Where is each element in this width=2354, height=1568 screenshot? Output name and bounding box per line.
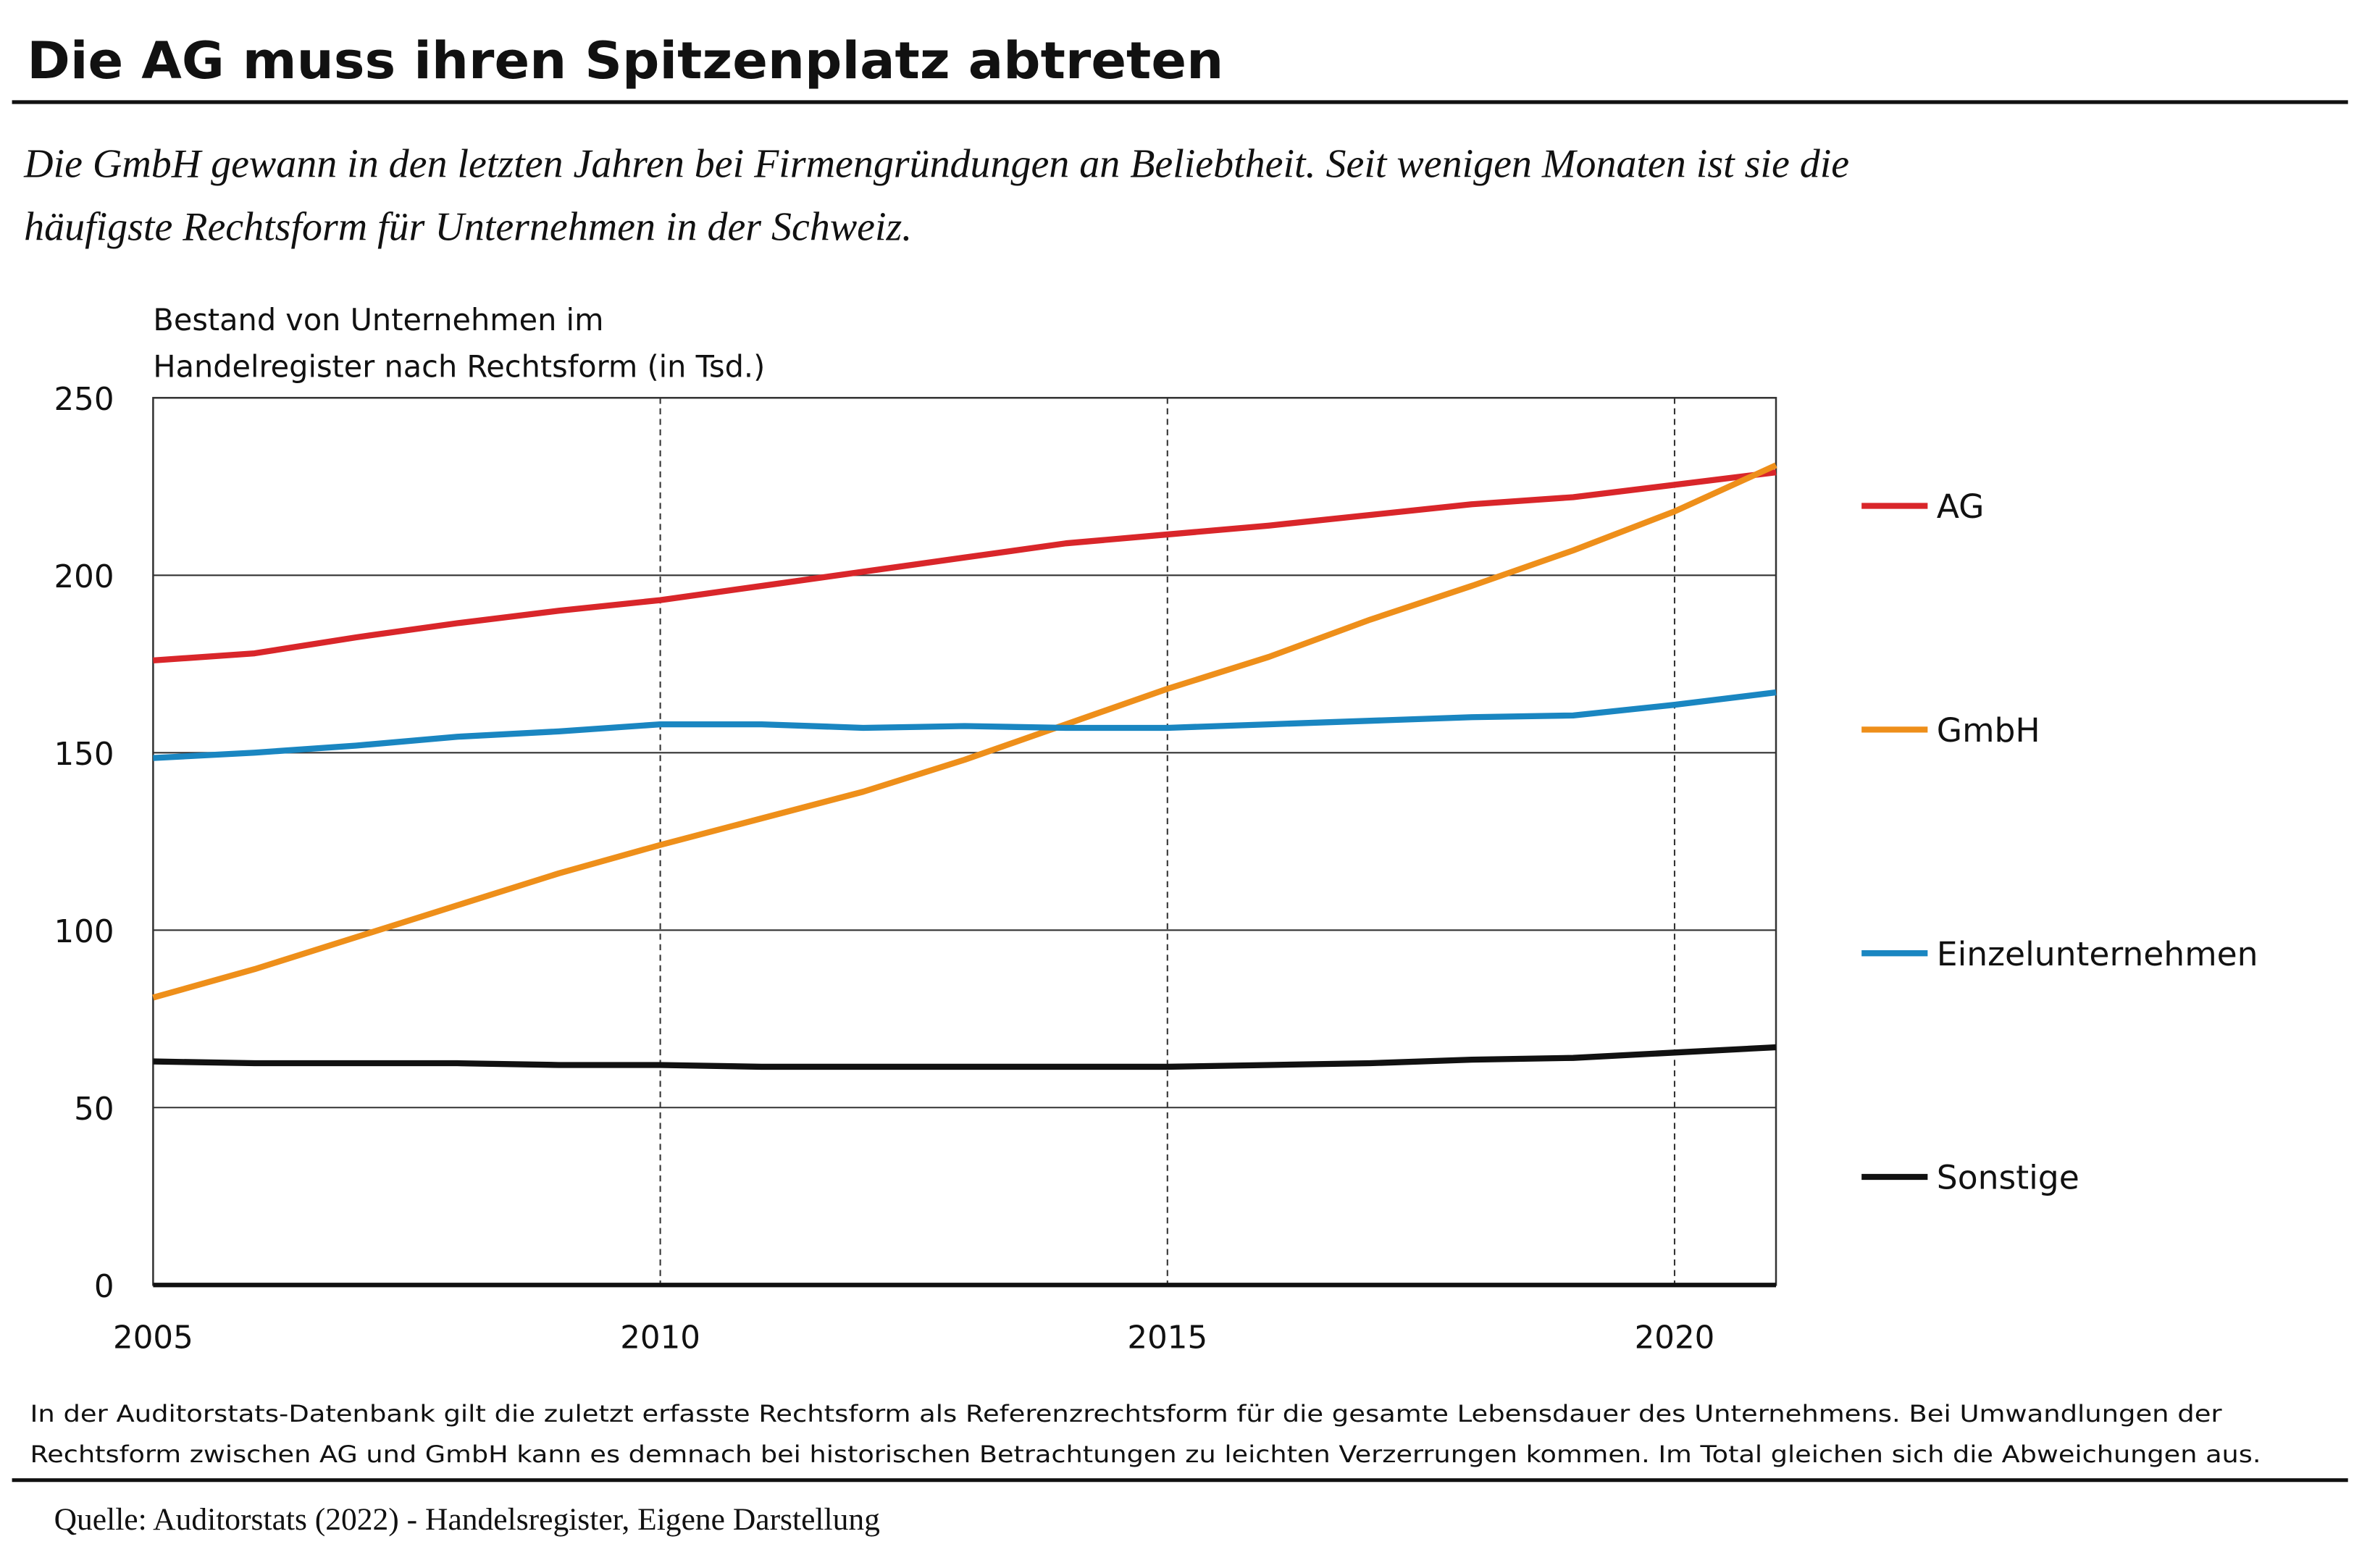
- legend-label: AG: [1937, 487, 1985, 526]
- plot-frame: [152, 397, 1777, 1286]
- series-line: [153, 469, 1777, 664]
- y-tick-label: 150: [54, 737, 114, 773]
- y-tick-label: 50: [74, 1091, 114, 1128]
- x-tick-label: 2010: [620, 1320, 700, 1356]
- subtitle: Die GmbH gewann in den letzten Jahren be…: [23, 142, 1849, 187]
- legend-label: Sonstige: [1937, 1159, 2079, 1197]
- note: In der Auditorstats-Datenbank gilt die z…: [30, 1400, 2222, 1427]
- y-tick-label: 200: [54, 559, 114, 595]
- series-line: [153, 1044, 1777, 1070]
- y-axis-label: Handelregister nach Rechtsform (in Tsd.): [153, 349, 765, 384]
- y-axis-label: Bestand von Unternehmen im: [153, 303, 603, 338]
- x-tick-label: 2005: [113, 1320, 193, 1356]
- y-tick-label: 100: [54, 914, 114, 950]
- subtitle: häufigste Rechtsform für Unternehmen in …: [24, 205, 912, 250]
- source: Quelle: Auditorstats (2022) - Handelsreg…: [54, 1502, 880, 1537]
- series-line: [152, 462, 1777, 1001]
- note: Rechtsform zwischen AG und GmbH kann es …: [30, 1441, 2261, 1468]
- legend-label: GmbH: [1937, 711, 2040, 750]
- x-tick-label: 2015: [1127, 1320, 1207, 1356]
- legend-label: Einzelunternehmen: [1937, 935, 2258, 973]
- series-line: [153, 689, 1777, 761]
- chart-title: Die AG muss ihren Spitzenplatz abtreten: [27, 31, 1223, 91]
- y-tick-label: 0: [94, 1269, 114, 1305]
- y-tick-label: 250: [54, 382, 114, 418]
- x-tick-label: 2020: [1635, 1320, 1715, 1356]
